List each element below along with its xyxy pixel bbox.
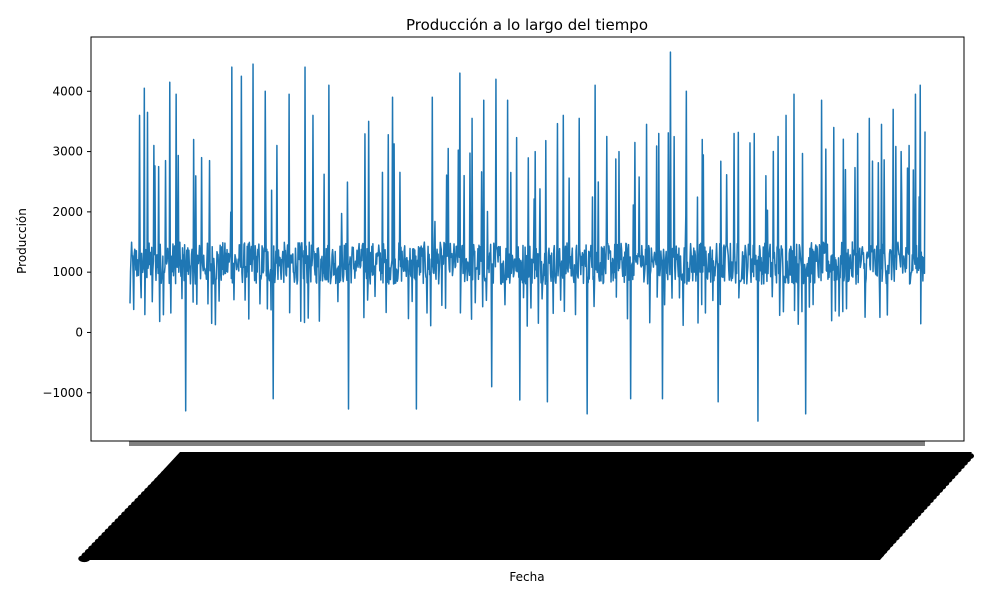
x-tick-label-edges	[78, 452, 974, 563]
series-layer	[129, 51, 926, 422]
y-axis-label: Producción	[15, 208, 29, 274]
x-tick-marks	[129, 441, 925, 446]
y-tick-label: −1000	[42, 386, 83, 400]
chart-title: Producción a lo largo del tiempo	[406, 16, 648, 34]
y-tick-label: 1000	[52, 265, 83, 279]
x-tick-labels-overlap	[80, 452, 972, 560]
y-tick-label: 2000	[52, 205, 83, 219]
y-tick-label: 0	[75, 325, 83, 339]
y-ticks: −1000 0 1000 2000 3000 4000	[42, 84, 91, 400]
x-ticks	[78, 441, 974, 563]
y-tick-label: 4000	[52, 84, 83, 98]
series-line-produccion	[129, 51, 926, 422]
x-axis-label: Fecha	[509, 570, 544, 584]
y-tick-label: 3000	[52, 145, 83, 159]
